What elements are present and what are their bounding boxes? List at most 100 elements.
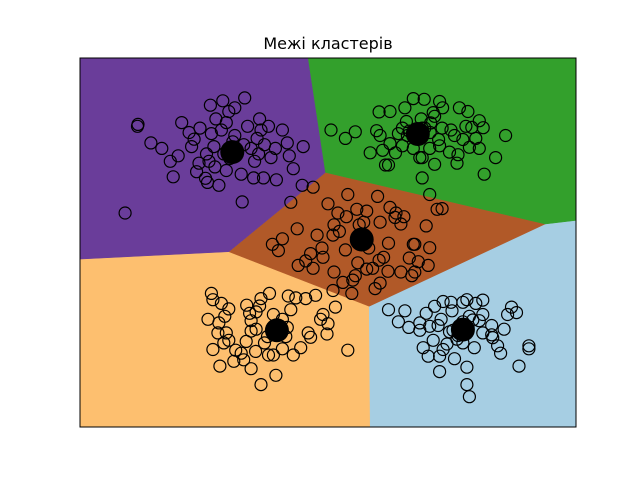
plot-area-frame [79, 57, 577, 428]
data-point [257, 336, 272, 350]
centroid-marker [450, 317, 475, 342]
data-point [326, 228, 340, 242]
decision-regions [79, 57, 577, 428]
data-point [219, 163, 233, 178]
data-point [459, 119, 473, 133]
data-point [275, 232, 289, 246]
data-point [213, 359, 227, 373]
data-point [316, 250, 330, 264]
data-point [411, 255, 425, 269]
data-point [417, 92, 431, 106]
data-point [371, 189, 385, 203]
data-point [376, 143, 390, 157]
data-point [351, 256, 365, 270]
data-point [472, 114, 486, 128]
data-point [423, 141, 437, 155]
data-point [219, 115, 233, 130]
data-point [431, 318, 445, 333]
centroid-marker [264, 318, 289, 343]
data-point [202, 154, 216, 168]
data-point [501, 307, 515, 322]
data-point [199, 147, 214, 161]
data-point [206, 342, 220, 357]
data-point [222, 302, 236, 316]
data-point [238, 91, 252, 105]
data-point [348, 125, 362, 139]
data-point [462, 390, 476, 404]
data-point [413, 316, 427, 330]
data-point [234, 167, 248, 181]
data-point [421, 349, 435, 363]
data-point [235, 195, 249, 209]
data-point [247, 171, 261, 185]
data-point [336, 275, 350, 289]
data-point [378, 158, 393, 172]
data-point [261, 119, 276, 133]
data-point [228, 101, 242, 115]
data-point [405, 269, 419, 283]
data-point [249, 322, 263, 336]
data-point [472, 141, 486, 155]
data-point [294, 341, 308, 355]
data-point [204, 286, 218, 300]
data-point [261, 348, 276, 362]
data-point [360, 204, 374, 218]
data-point [266, 348, 280, 362]
data-point [341, 343, 355, 357]
data-point [284, 303, 298, 317]
data-point [499, 128, 513, 143]
centroid-marker [405, 122, 430, 146]
data-point [315, 241, 329, 255]
data-point [447, 352, 462, 366]
data-point [306, 180, 320, 194]
data-point [299, 292, 313, 306]
data-point [372, 105, 386, 119]
data-point [280, 136, 294, 150]
data-point [368, 282, 382, 296]
data-point [324, 123, 338, 137]
data-point [262, 286, 277, 300]
data-point [326, 283, 340, 298]
data-point [476, 293, 490, 307]
data-point [408, 237, 422, 251]
data-point [275, 342, 289, 356]
data-point [321, 197, 335, 211]
data-point [206, 293, 220, 307]
data-point [360, 262, 374, 276]
data-point [433, 139, 447, 153]
data-point [433, 349, 447, 363]
data-point [522, 339, 536, 353]
data-point [445, 304, 459, 318]
data-point [461, 104, 475, 119]
data-point [282, 149, 296, 163]
data-point [522, 342, 536, 356]
data-point [413, 323, 427, 337]
data-point [253, 112, 267, 126]
data-point [432, 132, 446, 147]
data-point [456, 132, 470, 147]
data-point [494, 346, 508, 360]
data-point [447, 128, 462, 143]
data-point [155, 141, 169, 155]
data-point [217, 336, 231, 350]
data-point [391, 315, 405, 329]
data-point [190, 165, 204, 179]
data-point [415, 171, 429, 185]
data-point [304, 247, 318, 261]
data-points [118, 91, 536, 404]
data-point [373, 215, 387, 229]
data-point [234, 346, 248, 360]
data-point [249, 305, 263, 319]
data-point [485, 328, 499, 342]
data-point [252, 147, 266, 161]
data-point [198, 171, 213, 185]
data-point [290, 222, 304, 236]
data-point [451, 148, 465, 162]
data-point [211, 326, 225, 340]
data-point [381, 264, 395, 278]
data-point [227, 354, 241, 368]
data-point [452, 101, 466, 115]
data-point [460, 293, 474, 307]
data-point [377, 250, 391, 264]
